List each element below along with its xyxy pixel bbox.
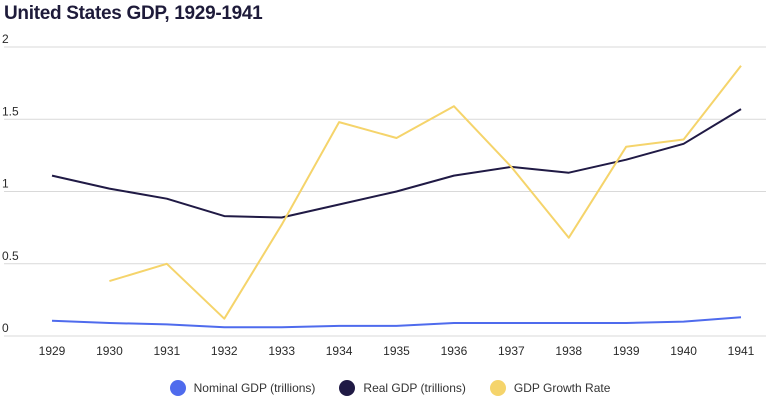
legend-item[interactable]: Nominal GDP (trillions) — [169, 380, 316, 396]
legend-label: GDP Growth Rate — [513, 381, 611, 395]
legend-swatch-icon — [169, 380, 186, 396]
x-tick-label: 1937 — [498, 344, 525, 358]
series-line-1 — [51, 108, 742, 219]
x-tick-label: 1939 — [613, 344, 640, 358]
y-tick-label: 1 — [2, 177, 9, 191]
x-tick-label: 1930 — [96, 344, 123, 358]
chart-title: United States GDP, 1929-1941 — [4, 3, 263, 24]
x-tick-label: 1936 — [441, 344, 468, 358]
x-tick-label: 1934 — [326, 344, 353, 358]
legend-item[interactable]: GDP Growth Rate — [489, 380, 611, 396]
legend-label: Nominal GDP (trillions) — [193, 381, 316, 395]
series-line-0 — [51, 316, 742, 329]
legend-item[interactable]: Real GDP (trillions) — [339, 380, 466, 396]
x-tick-label: 1933 — [268, 344, 295, 358]
y-tick-label: 0 — [2, 321, 9, 335]
x-tick-label: 1941 — [728, 344, 755, 358]
legend-swatch-icon — [489, 380, 506, 396]
legend-swatch-icon — [339, 380, 356, 396]
legend-label: Real GDP (trillions) — [363, 381, 466, 395]
chart-legend: Nominal GDP (trillions) Real GDP (trillio… — [0, 380, 780, 396]
x-tick-label: 1929 — [39, 344, 66, 358]
x-tick-label: 1935 — [383, 344, 410, 358]
y-tick-label: 0.5 — [2, 249, 19, 263]
x-tick-label: 1931 — [153, 344, 180, 358]
y-tick-label: 2 — [2, 32, 9, 46]
x-tick-label: 1932 — [211, 344, 238, 358]
x-tick-label: 1938 — [555, 344, 582, 358]
y-tick-label: 1.5 — [2, 104, 19, 118]
series-line-2 — [109, 65, 742, 320]
x-tick-label: 1940 — [670, 344, 697, 358]
